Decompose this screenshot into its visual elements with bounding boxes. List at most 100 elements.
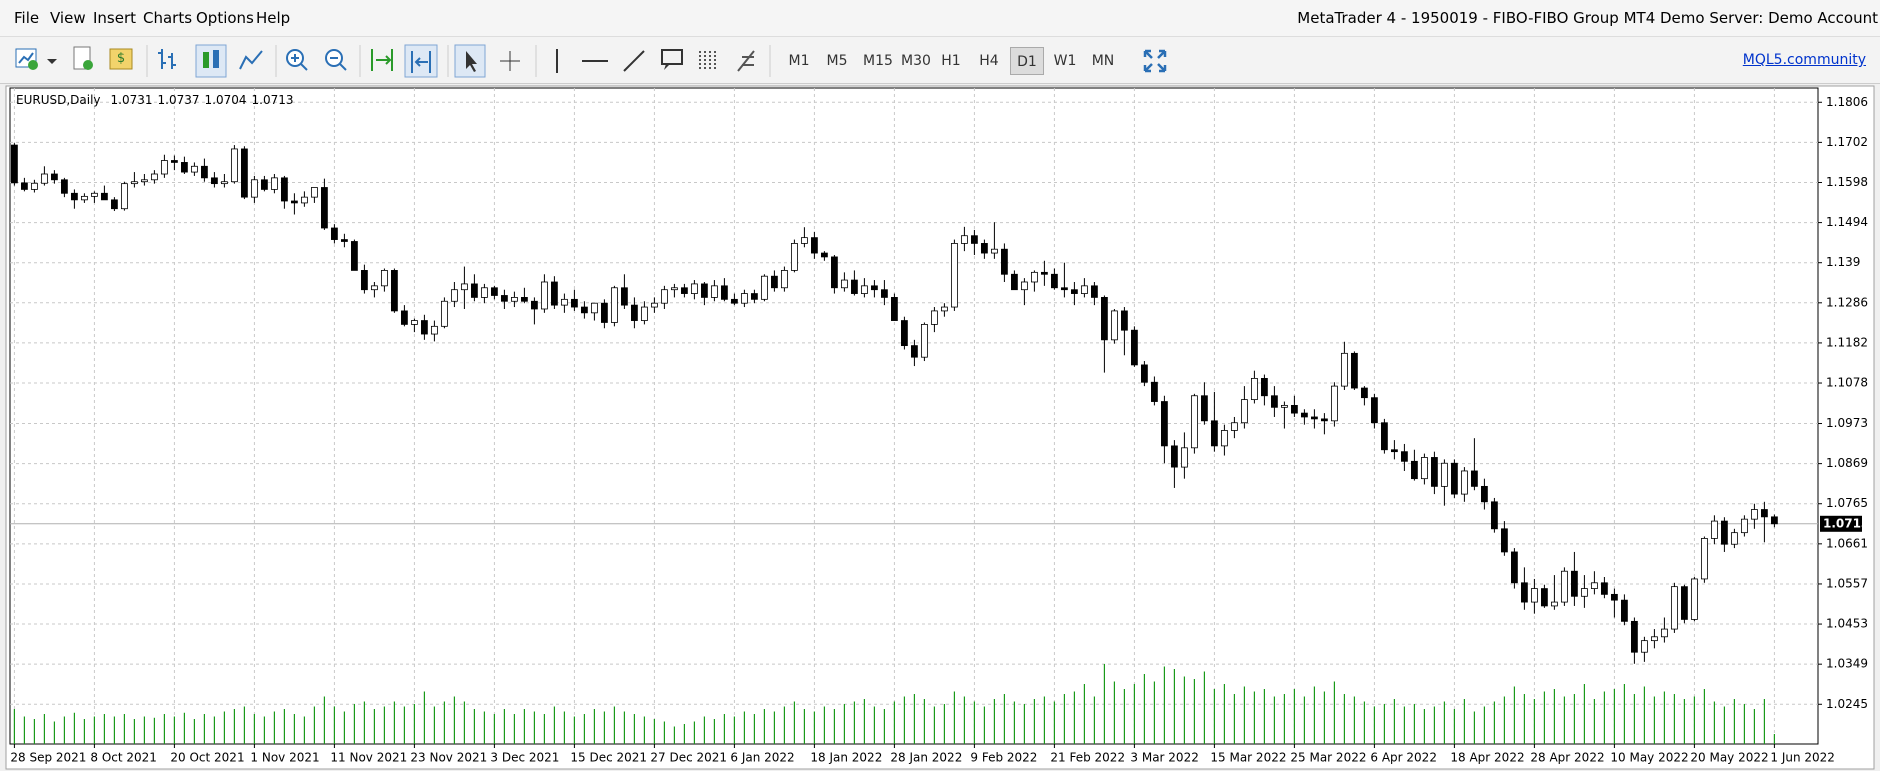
candle-body (1131, 329, 1138, 366)
candle-chart-icon[interactable] (195, 44, 227, 78)
candle-body (10, 144, 18, 184)
chart-shift-icon[interactable] (404, 44, 438, 78)
window-title: MetaTrader 4 - 1950019 - FIBO-FIBO Group… (1297, 9, 1878, 27)
timeframe-button[interactable]: D1 (1010, 47, 1044, 75)
candle-body (250, 179, 258, 198)
crosshair-icon[interactable] (500, 51, 520, 71)
candle-body (160, 160, 168, 175)
cursor-icon[interactable] (454, 44, 486, 78)
text-icon[interactable] (661, 49, 683, 70)
y-tick-label: 1.0349 (1826, 657, 1868, 671)
candle-body (861, 285, 868, 294)
candle-body (1031, 271, 1038, 283)
candle-body (881, 289, 888, 298)
candle-body (1321, 418, 1328, 422)
candle-body (1671, 586, 1678, 630)
timeframe-button[interactable]: MN (1091, 53, 1115, 69)
x-tick-label: 3 Mar 2022 (1130, 751, 1198, 765)
candle-body (721, 285, 728, 300)
market-watch-icon[interactable]: $ (109, 48, 133, 70)
timeframe-button[interactable]: M5 (826, 53, 848, 69)
x-tick-label: 18 Jan 2022 (810, 751, 882, 765)
candle-body (1111, 310, 1118, 341)
candle-body (601, 302, 608, 323)
fullscreen-icon[interactable] (1140, 46, 1170, 76)
candle-body (1651, 636, 1658, 642)
candle-body (1331, 385, 1338, 422)
candle-body (280, 177, 288, 202)
new-chart-icon[interactable] (15, 48, 57, 70)
candle-body (270, 177, 278, 190)
candle-body (571, 298, 578, 308)
timeframe-button[interactable]: M30 (901, 53, 931, 69)
candle-body (871, 285, 878, 291)
profiles-icon[interactable] (73, 46, 93, 70)
candle-body (911, 345, 918, 358)
menu-item[interactable]: Options (196, 9, 254, 27)
candle-body (1121, 310, 1128, 331)
timeframe-button[interactable]: M15 (863, 53, 893, 69)
symbol: EURUSD,Daily (16, 93, 101, 107)
candle-body (1411, 460, 1418, 480)
candle-body (420, 320, 428, 335)
candle-body (150, 173, 158, 181)
candle-body (91, 192, 98, 197)
candle-body (1281, 404, 1288, 408)
candle-body (360, 270, 368, 291)
ohlc-value: 1.0704 (205, 93, 247, 107)
timeframe-button[interactable]: H4 (979, 53, 999, 69)
mql5-link[interactable]: MQL5.community (1742, 52, 1866, 68)
menu-item[interactable]: View (50, 9, 86, 27)
candle-body (651, 302, 658, 308)
candle-body (1371, 397, 1378, 424)
x-tick-label: 15 Mar 2022 (1210, 751, 1286, 765)
fibo-icon[interactable] (699, 51, 716, 71)
candle-body (400, 310, 408, 325)
candle-body (41, 173, 48, 184)
candle-body (370, 285, 378, 291)
candle-body (1421, 457, 1428, 480)
timeframe-button[interactable]: W1 (1053, 53, 1077, 69)
candle-body (921, 324, 928, 358)
candle-body (1051, 273, 1058, 289)
candle-body (1571, 570, 1578, 597)
candle-body (631, 304, 638, 321)
menu-bar: MetaTrader 4 - 1950019 - FIBO-FIBO Group… (0, 0, 1880, 36)
y-tick-label: 1.1286 (1826, 295, 1868, 309)
candle-body (1061, 287, 1068, 291)
menu-item[interactable]: Insert (93, 9, 137, 27)
zoom-out-icon[interactable] (325, 49, 347, 71)
menu-item[interactable]: File (14, 9, 40, 27)
fibo-expansion-icon[interactable] (737, 50, 755, 72)
candle-body (1191, 395, 1198, 449)
trendline-icon[interactable] (623, 50, 645, 72)
candle-body (1231, 422, 1238, 431)
candle-body (1201, 395, 1208, 422)
candle-body (1211, 420, 1218, 447)
candle-body (1011, 273, 1018, 291)
candle-body (551, 281, 558, 306)
candle-body (510, 297, 518, 302)
timeframe-button[interactable]: H1 (941, 53, 961, 69)
candle-body (101, 192, 108, 201)
line-chart-icon[interactable] (239, 50, 263, 70)
candle-body (1341, 352, 1348, 387)
candle-body (1631, 620, 1638, 653)
candle-body (240, 148, 248, 198)
x-tick-label: 20 Oct 2021 (170, 751, 244, 765)
candle-body (901, 320, 908, 347)
y-tick-label: 1.1078 (1826, 376, 1868, 390)
candle-body (1361, 387, 1368, 399)
candle-body (1001, 248, 1008, 275)
timeframe-button[interactable]: M1 (788, 53, 810, 69)
candle-body (1751, 509, 1758, 520)
zoom-in-icon[interactable] (286, 49, 308, 71)
bar-chart-icon[interactable] (158, 49, 176, 69)
candle-body (1081, 285, 1088, 294)
autoscroll-icon[interactable] (371, 49, 393, 71)
candle-body (410, 320, 418, 325)
menu-item[interactable]: Charts (143, 9, 193, 27)
candle-body (260, 179, 268, 190)
menu-item[interactable]: Help (256, 9, 291, 27)
